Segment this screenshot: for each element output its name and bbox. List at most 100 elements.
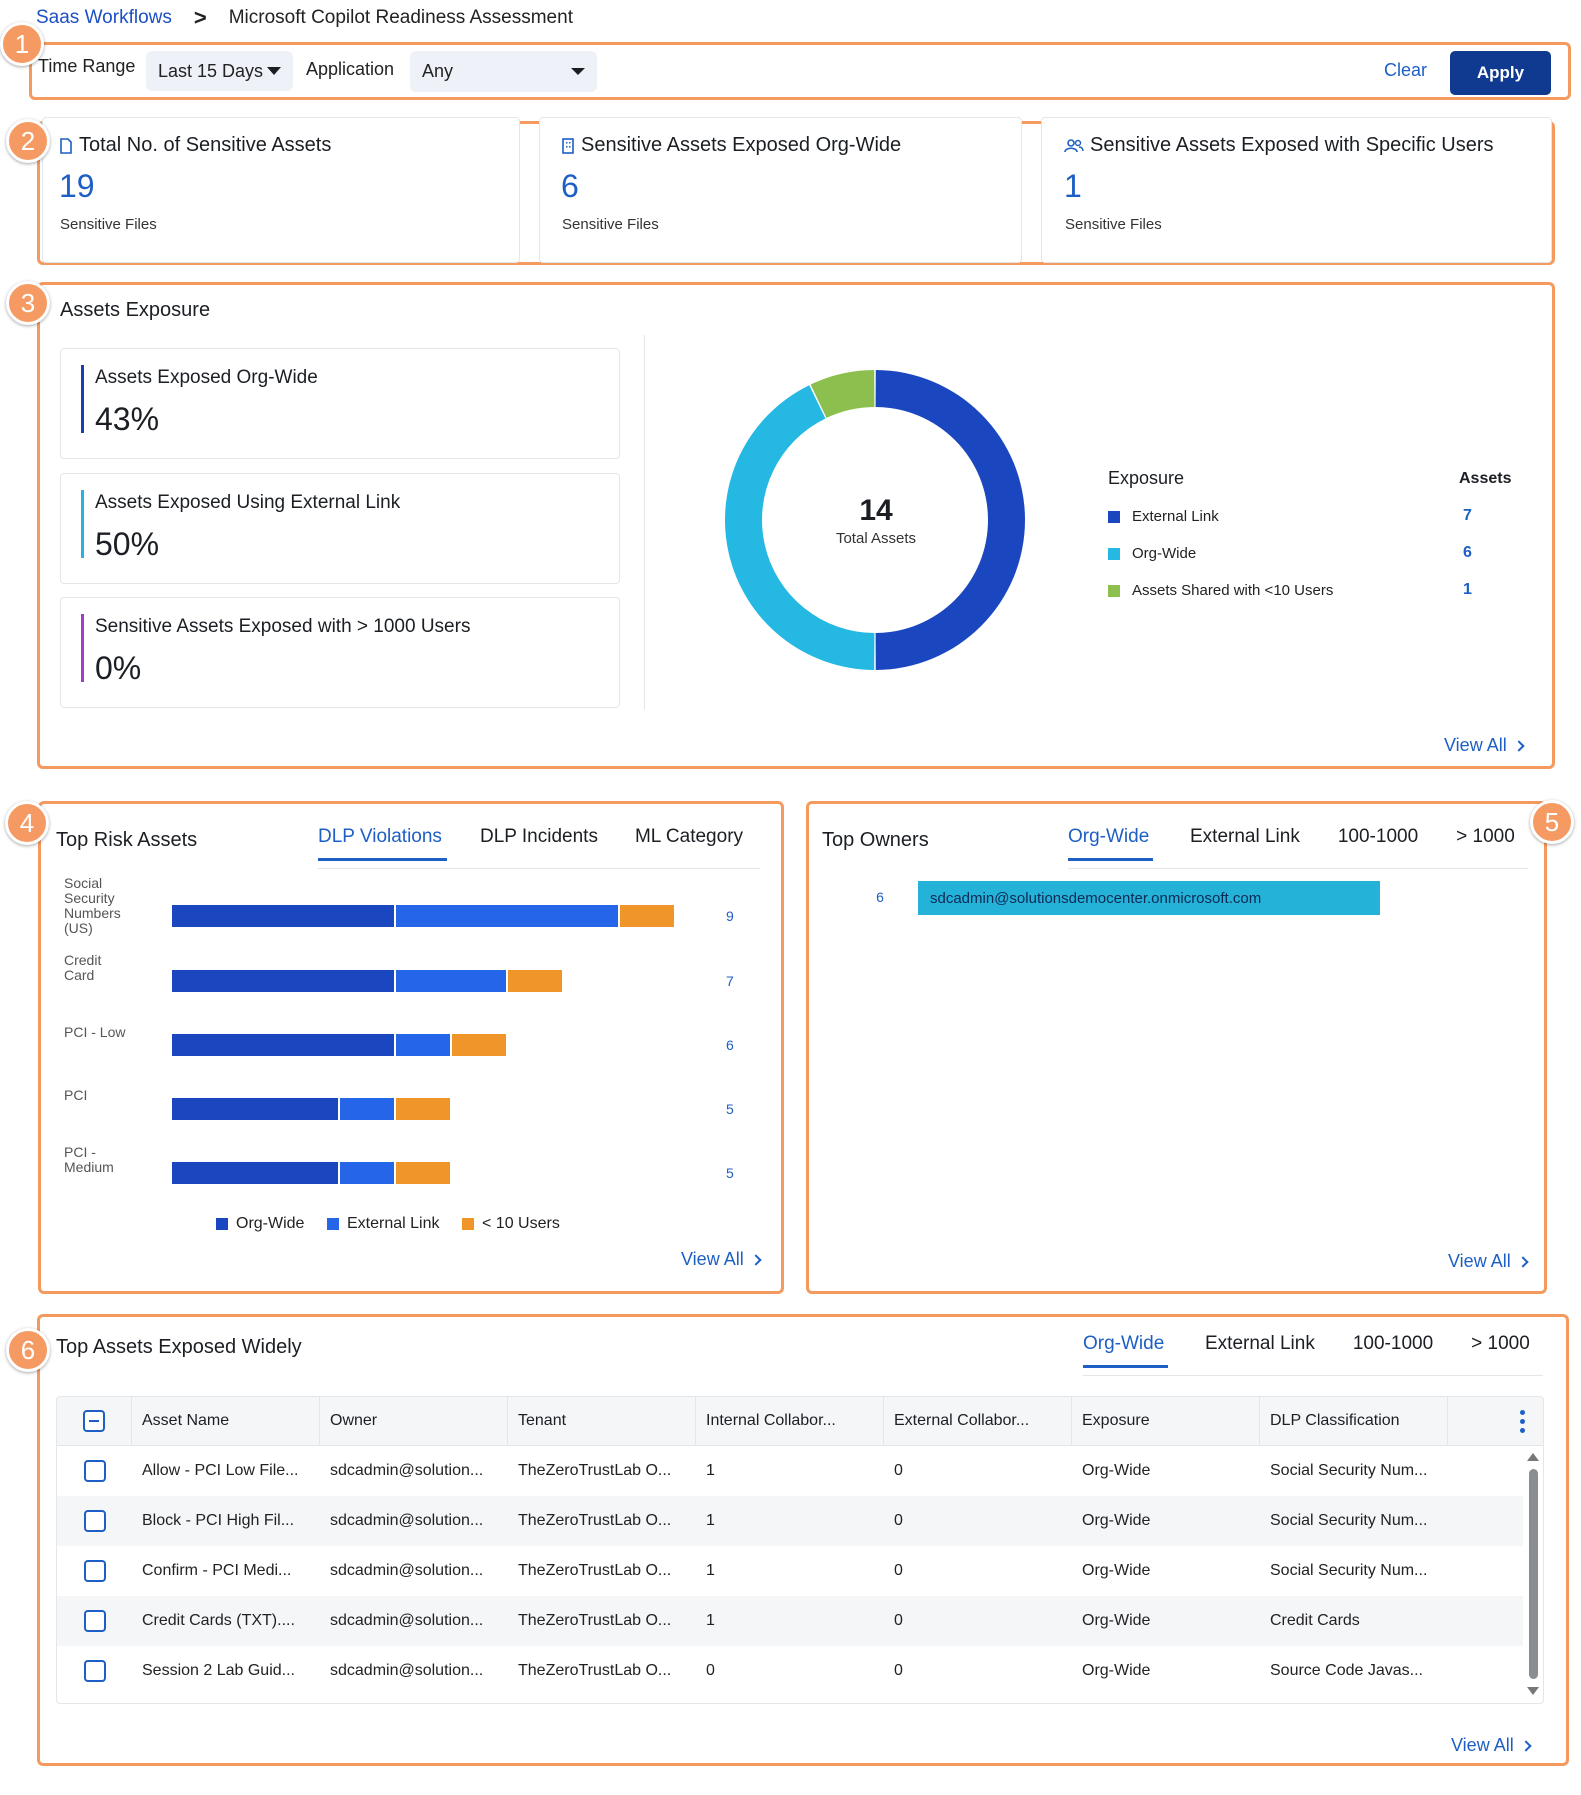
donut-slice-assets-shared-with-10-users[interactable] — [810, 370, 875, 418]
bar-segment-org-wide[interactable] — [172, 1162, 338, 1184]
donut-slice-external-link[interactable] — [875, 370, 1026, 670]
kpi-accent-bar — [81, 365, 84, 433]
chevron-down-icon — [571, 68, 585, 75]
label-line: Numbers — [64, 905, 121, 921]
legend-count: 1 — [1463, 581, 1472, 598]
bar-category-label: PCI — [64, 1088, 87, 1103]
column-header-dlp-classification[interactable]: DLP Classification — [1260, 1397, 1448, 1445]
bar-segment-org-wide[interactable] — [172, 970, 394, 992]
asset-name-cell[interactable]: Credit Cards (TXT).... — [142, 1612, 295, 1629]
bar-segment-10-users[interactable] — [620, 905, 674, 927]
tab-ml-category[interactable]: ML Category — [634, 826, 744, 847]
tenant-cell: TheZeroTrustLab O... — [518, 1612, 672, 1629]
top-assets-table: Asset Name Owner Tenant Internal Collabo… — [56, 1396, 1544, 1704]
breadcrumb-saas-workflows[interactable]: Saas Workflows — [36, 7, 172, 28]
summary-title: Sensitive Assets Exposed with Specific U… — [1090, 134, 1494, 156]
row-checkbox[interactable] — [83, 1510, 106, 1532]
top-assets-view-all-link[interactable]: View All — [1451, 1735, 1532, 1756]
bar-total-label: 6 — [726, 1037, 734, 1053]
clear-button[interactable]: Clear — [1384, 60, 1428, 80]
table-row[interactable] — [57, 1646, 1523, 1696]
table-row[interactable] — [57, 1446, 1523, 1496]
bar-segment-external-link[interactable] — [340, 1162, 394, 1184]
legend-header-exposure: Exposure — [1108, 468, 1185, 488]
owner-count-label: 6 — [876, 889, 884, 905]
kpi-label: Assets Exposed Org-Wide — [95, 367, 318, 388]
tab-over-1000[interactable]: > 1000 — [1471, 1333, 1530, 1354]
tab-external-link[interactable]: External Link — [1205, 1333, 1315, 1354]
column-header-owner[interactable]: Owner — [320, 1397, 508, 1445]
callout-badge-3: 3 — [6, 281, 50, 325]
bar-segment-10-users[interactable] — [396, 1098, 450, 1120]
column-header-asset-name[interactable]: Asset Name — [132, 1397, 320, 1445]
asset-name-cell[interactable]: Block - PCI High Fil... — [142, 1512, 295, 1529]
bar-segment-org-wide[interactable] — [172, 905, 394, 927]
bar-segment-org-wide[interactable] — [172, 1098, 338, 1120]
asset-name-cell[interactable]: Session 2 Lab Guid... — [142, 1662, 295, 1679]
bar-category-label: PCI - Low — [64, 1025, 125, 1040]
kpi-accent-bar — [81, 490, 84, 558]
row-checkbox[interactable] — [83, 1610, 106, 1632]
select-all-checkbox[interactable] — [83, 1410, 105, 1432]
tab-dlp-violations[interactable]: DLP Violations — [318, 826, 447, 861]
top-owners-view-all-link[interactable]: View All — [1448, 1251, 1529, 1272]
asset-name-cell[interactable]: Confirm - PCI Medi... — [142, 1562, 292, 1579]
tenant-cell: TheZeroTrustLab O... — [518, 1462, 672, 1479]
bar-segment-10-users[interactable] — [508, 970, 562, 992]
column-header-external-collaborators[interactable]: External Collabor... — [884, 1397, 1072, 1445]
table-scrollbar[interactable] — [1523, 1453, 1543, 1698]
dlp-classification-cell: Social Security Num... — [1270, 1512, 1428, 1529]
column-header-internal-collaborators[interactable]: Internal Collabor... — [696, 1397, 884, 1445]
row-checkbox[interactable] — [83, 1660, 106, 1682]
bar-segment-10-users[interactable] — [396, 1162, 450, 1184]
owner-bar-label: sdcadmin@solutionsdemocenter.onmicrosoft… — [930, 890, 1261, 907]
column-header-exposure[interactable]: Exposure — [1072, 1397, 1260, 1445]
scroll-down-arrow-icon[interactable] — [1527, 1687, 1539, 1695]
donut-slice-org-wide[interactable] — [725, 385, 875, 670]
view-all-label: View All — [1444, 735, 1507, 755]
legend-item-external-link: External Link — [1108, 508, 1219, 525]
bar-segment-external-link[interactable] — [396, 1034, 450, 1056]
column-header-tenant[interactable]: Tenant — [508, 1397, 696, 1445]
apply-button[interactable]: Apply — [1450, 51, 1551, 95]
tab-dlp-incidents[interactable]: DLP Incidents — [480, 826, 598, 847]
time-range-select[interactable]: Last 15 Days — [146, 51, 293, 91]
scrollbar-thumb[interactable] — [1529, 1469, 1538, 1679]
bar-segment-org-wide[interactable] — [172, 1034, 394, 1056]
donut-total-label: Total Assets — [835, 530, 917, 547]
exposure-donut-chart — [725, 370, 1026, 670]
internal-collaborators-cell: 1 — [706, 1462, 715, 1479]
asset-name-cell[interactable]: Allow - PCI Low File... — [142, 1462, 299, 1479]
bar-segment-external-link[interactable] — [340, 1098, 394, 1120]
row-checkbox[interactable] — [83, 1460, 106, 1482]
top-owners-title: Top Owners — [822, 829, 929, 851]
top-risk-view-all-link[interactable]: View All — [681, 1249, 762, 1270]
bar-segment-external-link[interactable] — [396, 905, 618, 927]
label-line: Security — [64, 890, 115, 906]
bar-category-label: Social Security Numbers (US) — [64, 876, 121, 936]
owner-bar[interactable] — [918, 881, 1380, 915]
label-line: PCI - — [64, 1144, 96, 1160]
assets-exposure-view-all-link[interactable]: View All — [1444, 735, 1525, 756]
more-options-icon[interactable] — [1520, 1409, 1525, 1433]
row-checkbox[interactable] — [83, 1560, 106, 1582]
tab-100-1000[interactable]: 100-1000 — [1352, 1333, 1434, 1354]
table-row[interactable] — [57, 1496, 1523, 1546]
tab-org-wide[interactable]: Org-Wide — [1083, 1333, 1168, 1368]
kpi-label: Sensitive Assets Exposed with > 1000 Use… — [95, 616, 471, 637]
kpi-value: 50% — [95, 526, 160, 562]
tab-100-1000[interactable]: 100-1000 — [1337, 826, 1419, 847]
tab-external-link[interactable]: External Link — [1190, 826, 1300, 847]
bar-segment-10-users[interactable] — [452, 1034, 506, 1056]
tab-over-1000[interactable]: > 1000 — [1456, 826, 1515, 847]
table-row[interactable] — [57, 1546, 1523, 1596]
tabs-underline — [1068, 868, 1528, 869]
scroll-up-arrow-icon[interactable] — [1527, 1453, 1539, 1461]
bar-total-label: 9 — [726, 908, 734, 924]
tab-org-wide[interactable]: Org-Wide — [1068, 826, 1153, 861]
table-row[interactable] — [57, 1596, 1523, 1646]
bar-segment-external-link[interactable] — [396, 970, 506, 992]
legend-count: 7 — [1463, 507, 1472, 524]
application-select[interactable]: Any — [410, 51, 597, 92]
summary-title: Total No. of Sensitive Assets — [79, 134, 332, 156]
